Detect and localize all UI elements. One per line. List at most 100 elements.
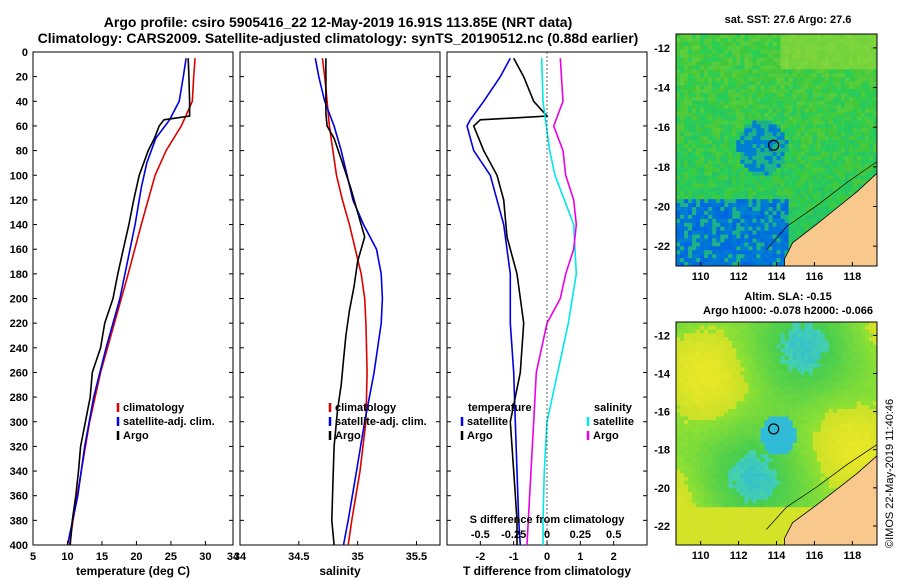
salinity-panel xyxy=(239,51,441,546)
sla-xtick-label: 112 xyxy=(730,550,748,562)
temperature-xtick-label: 30 xyxy=(199,551,211,563)
temperature-xtick-label: 10 xyxy=(61,551,73,563)
sla-ytick-label: -14 xyxy=(654,368,671,380)
sla-ytick-label: -22 xyxy=(654,521,670,533)
depth-tick-label: 40 xyxy=(16,96,28,108)
sst-isobath xyxy=(766,161,877,251)
salinity-legend-label: satellite-adj. clim. xyxy=(335,416,427,428)
temperature-series-satellite-adj-clim- xyxy=(66,58,187,546)
difference-t-legend-label: satellite xyxy=(467,416,508,428)
sla-ytick-label: -16 xyxy=(654,407,670,419)
salinity-legend-label: Argo xyxy=(335,430,361,442)
depth-tick-label: 260 xyxy=(10,367,28,379)
temperature-legend-label: Argo xyxy=(123,430,149,442)
temperature-xlabel: temperature (deg C) xyxy=(75,564,191,578)
sst-xtick-label: 118 xyxy=(843,271,861,283)
difference-xtick-label: -2 xyxy=(475,551,485,563)
depth-tick-label: 80 xyxy=(16,146,28,158)
salinity-xtick-label: 34 xyxy=(234,551,247,563)
figure-title-line2: Climatology: CARS2009. Satellite-adjuste… xyxy=(37,30,639,46)
difference-s-legend-label: Argo xyxy=(593,430,619,442)
sla-map-title: Altim. SLA: -0.15 xyxy=(744,291,832,303)
salinity-series-climatology xyxy=(321,58,368,546)
depth-tick-label: 400 xyxy=(10,540,28,552)
temperature-legend-label: satellite-adj. clim. xyxy=(123,416,215,428)
temperature-xtick-label: 34 xyxy=(227,551,240,563)
sst-map xyxy=(675,33,878,267)
difference-top-tick-label: 0 xyxy=(544,529,550,541)
sst-xtick-label: 112 xyxy=(730,271,748,283)
salinity-series-satellite-adj-clim- xyxy=(314,58,384,546)
difference-top-xlabel: S difference from climatology xyxy=(470,514,626,526)
difference-s-legend-label: satellite xyxy=(593,416,634,428)
difference-series-t-satellite xyxy=(466,57,522,546)
depth-tick-label: 340 xyxy=(10,466,28,478)
depth-tick-label: 180 xyxy=(10,269,28,281)
difference-xtick-label: 1 xyxy=(577,551,583,563)
depth-tick-label: 320 xyxy=(10,441,28,453)
depth-tick-label: 160 xyxy=(10,244,28,256)
salinity-xtick-label: 35.5 xyxy=(406,551,427,563)
temperature-legend-label: climatology xyxy=(123,402,185,414)
depth-tick-label: 60 xyxy=(16,121,28,133)
sst-ytick-label: -16 xyxy=(654,122,670,134)
depth-tick-label: 100 xyxy=(10,170,28,182)
sla-map xyxy=(675,321,878,546)
salinity-xtick-label: 34.5 xyxy=(288,551,309,563)
salinity-xlabel: salinity xyxy=(319,564,361,578)
sst-ytick-label: -22 xyxy=(654,241,670,253)
difference-top-tick-label: 0.25 xyxy=(570,529,591,541)
salinity-xtick-label: 35 xyxy=(352,551,364,563)
sla-xtick-label: 118 xyxy=(843,550,861,562)
depth-tick-label: 280 xyxy=(10,392,28,404)
sla-profile-marker xyxy=(768,423,780,435)
difference-legend-title-temperature: temperature xyxy=(468,402,532,414)
difference-xtick-label: 0 xyxy=(544,551,550,563)
depth-tick-label: 20 xyxy=(16,72,28,84)
depth-tick-label: 120 xyxy=(10,195,28,207)
sst-land xyxy=(784,172,877,266)
depth-tick-label: 240 xyxy=(10,343,28,355)
temperature-xtick-label: 20 xyxy=(130,551,142,563)
difference-series-s-argo xyxy=(526,58,578,546)
difference-panel xyxy=(446,51,648,546)
sst-ytick-label: -18 xyxy=(654,162,670,174)
depth-tick-label: 220 xyxy=(10,318,28,330)
salinity-legend-label: climatology xyxy=(335,402,397,414)
sla-ytick-label: -18 xyxy=(654,445,670,457)
sla-map-subtitle: Argo h1000: -0.078 h2000: -0.066 xyxy=(703,305,873,317)
sla-map-cells xyxy=(676,322,877,545)
sst-map-cells xyxy=(676,34,877,266)
sst-ytick-label: -12 xyxy=(654,43,670,55)
difference-t-legend-label: Argo xyxy=(467,430,493,442)
difference-series-s-satellite xyxy=(540,58,578,545)
sla-xtick-label: 116 xyxy=(806,550,824,562)
sla-xtick-label: 110 xyxy=(692,550,710,562)
sla-ytick-label: -12 xyxy=(654,330,670,342)
depth-tick-label: 360 xyxy=(10,491,28,503)
sst-xtick-label: 116 xyxy=(806,271,824,283)
temperature-xtick-label: 15 xyxy=(96,551,108,563)
difference-xlabel: T difference from climatology xyxy=(462,564,632,578)
difference-xtick-label: 2 xyxy=(611,551,617,563)
sla-land xyxy=(784,455,877,545)
difference-series-t-argo xyxy=(472,57,549,545)
difference-legend-title-salinity: salinity xyxy=(594,402,633,414)
sst-ytick-label: -20 xyxy=(654,202,670,214)
difference-top-tick-label: 0.5 xyxy=(606,529,621,541)
depth-tick-label: 300 xyxy=(10,417,28,429)
difference-top-tick-label: -0.5 xyxy=(471,529,490,541)
sst-xtick-label: 110 xyxy=(692,271,710,283)
salinity-axes-box xyxy=(239,51,441,546)
temperature-panel xyxy=(32,51,234,546)
sst-ytick-label: -14 xyxy=(654,83,671,95)
depth-tick-label: 200 xyxy=(10,294,28,306)
sst-xtick-label: 114 xyxy=(768,271,787,283)
figure-title-line1: Argo profile: csiro 5905416_22 12-May-20… xyxy=(103,14,573,30)
difference-xtick-label: -1 xyxy=(509,551,519,563)
depth-tick-label: 140 xyxy=(10,220,28,232)
sla-xtick-label: 114 xyxy=(768,550,787,562)
depth-tick-label: 0 xyxy=(22,47,28,59)
sst-map-title: sat. SST: 27.6 Argo: 27.6 xyxy=(724,14,852,26)
